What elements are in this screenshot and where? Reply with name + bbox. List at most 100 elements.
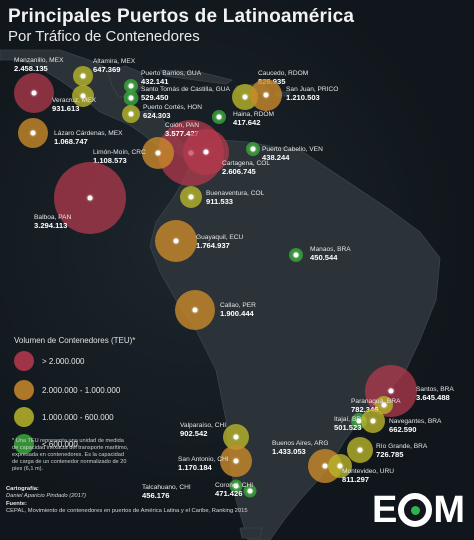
port-location-dot: [128, 111, 134, 117]
port-location-dot: [247, 488, 253, 494]
port-location-dot: [216, 114, 222, 120]
port-teu-value: 2.458.135: [14, 64, 48, 73]
port-name: Talcahuano, CHI: [142, 484, 191, 491]
port-location-dot: [80, 93, 86, 99]
port-location-dot: [337, 463, 343, 469]
port-label: Haina, RDOM 417.642: [233, 111, 274, 127]
port-label: San Juan, PRICO 1.210.503: [286, 86, 338, 102]
port-label: Limón-Moín, CRC 1.108.573: [93, 149, 146, 165]
port-location-dot: [370, 418, 376, 424]
port-location-dot: [31, 90, 37, 96]
legend-item-red: > 2.000.000: [14, 351, 84, 371]
port-teu-value: 1.108.573: [93, 156, 127, 165]
port-teu-value: 782.346: [351, 405, 379, 414]
port-name: Itajaí, BRA: [334, 416, 366, 423]
port-name: Puerto Cabello, VEN: [262, 146, 323, 153]
legend-swatch-yellow: [14, 407, 34, 427]
port-teu-value: 432.141: [141, 77, 169, 86]
port-label: Buenaventura, COL 911.533: [206, 190, 264, 206]
port-location-dot: [87, 195, 93, 201]
port-teu-value: 501.523: [334, 423, 362, 432]
port-location-dot: [203, 149, 209, 155]
port-label: Lázaro Cárdenas, MEX 1.068.747: [54, 130, 123, 146]
port-teu-value: 911.533: [206, 197, 234, 206]
port-label: Puerto Cabello, VEN 438.244: [262, 146, 323, 162]
port-location-dot: [188, 194, 194, 200]
port-name: Caucedo, RDOM: [258, 70, 309, 77]
port-teu-value: 3.577.427: [165, 129, 199, 138]
port-teu-value: 1.170.184: [178, 463, 212, 472]
port-location-dot: [356, 418, 362, 424]
port-name: Veracruz, MEX: [52, 97, 96, 104]
port-label: Puerto Cortés, HON 624.303: [143, 104, 202, 120]
port-location-dot: [322, 463, 328, 469]
port-label: Itajaí, BRA 501.523: [334, 416, 366, 432]
port-teu-value: 1.900.444: [220, 309, 254, 318]
port-label: Talcahuano, CHI 456.176: [142, 484, 191, 500]
cartography-label: Cartografía:: [6, 486, 39, 492]
port-label: Coronel, CHI 471.426: [215, 482, 253, 498]
port-location-dot: [263, 92, 269, 98]
port-teu-value: 931.613: [52, 104, 80, 113]
port-location-dot: [233, 458, 239, 464]
port-teu-value: 1.210.503: [286, 93, 320, 102]
port-teu-value: 647.369: [93, 65, 121, 74]
legend-label: < 600.000: [42, 439, 78, 449]
port-teu-value: 456.176: [142, 491, 170, 500]
source-label: Fuente:: [6, 500, 27, 507]
legend-label: 1.000.000 - 600.000: [42, 412, 114, 422]
port-teu-value: 902.542: [180, 429, 208, 438]
port-location-dot: [30, 130, 36, 136]
legend-label: > 2.000.000: [42, 356, 85, 366]
port-label: Guayaquil, ECU 1.764.937: [196, 234, 243, 250]
port-teu-value: 726.785: [376, 450, 404, 459]
cartography-value: Daniel Aparicio Pindado (2017): [6, 493, 87, 500]
port-location-dot: [242, 94, 248, 100]
port-name: Puerto Barrios, GUA: [141, 70, 202, 77]
port-teu-value: 624.303: [143, 111, 171, 120]
port-name: Colón, PAN: [165, 122, 199, 129]
port-label: San Antonio, CHI 1.170.184: [178, 456, 229, 472]
port-name: San Juan, PRICO: [286, 86, 339, 93]
logo-o-icon: [398, 493, 433, 527]
port-teu-value: 529.450: [141, 93, 169, 102]
logo-letter-m: M: [433, 489, 466, 531]
legend-swatch-red: [14, 351, 34, 371]
port-teu-value: 450.544: [310, 253, 338, 262]
teu-footnote: * Una TEU representa una unidad de medid…: [12, 438, 129, 472]
port-teu-value: 417.642: [233, 118, 261, 127]
port-label: Valparaíso, CHI 902.542: [180, 422, 226, 438]
port-name: San Antonio, CHI: [178, 456, 229, 463]
port-name: Manaos, BRA: [310, 246, 351, 253]
port-teu-value: 471.426: [215, 489, 243, 498]
port-name: Coronel, CHI: [215, 482, 254, 489]
port-name: Navegantes, BRA: [389, 418, 442, 425]
port-teu-value: 811.297: [342, 475, 370, 484]
port-label: Montevideo, URU 811.297: [342, 468, 394, 484]
port-location-dot: [293, 252, 299, 258]
port-location-dot: [192, 307, 198, 313]
eom-logo: E M: [372, 488, 466, 532]
port-name: Santos, BRA: [416, 386, 454, 393]
port-label: Callao, PER 1.900.444: [220, 302, 256, 318]
cuba-island: [159, 69, 233, 85]
port-label: Santos, BRA 3.645.488: [416, 386, 454, 402]
port-label: Manaos, BRA 450.544: [310, 246, 351, 262]
port-label: Santo Tomás de Castilla, GUA 529.450: [141, 86, 230, 102]
port-location-dot: [357, 447, 363, 453]
port-name: Limón-Moín, CRC: [93, 149, 146, 156]
port-name: Valparaíso, CHI: [180, 422, 227, 429]
port-teu-value: 3.294.113: [34, 221, 68, 230]
port-name: Lázaro Cárdenas, MEX: [54, 130, 123, 137]
port-name: Río Grande, BRA: [376, 443, 428, 450]
port-teu-value: 438.244: [262, 153, 290, 162]
port-location-dot: [155, 150, 161, 156]
port-teu-value: 1.068.747: [54, 137, 88, 146]
port-label: Veracruz, MEX 931.613: [52, 97, 96, 113]
port-name: Buenaventura, COL: [206, 190, 265, 197]
legend-item-yellow: 1.000.000 - 600.000: [14, 407, 114, 427]
port-label: Río Grande, BRA 726.785: [376, 443, 427, 459]
port-name: Manzanillo, MEX: [14, 57, 64, 64]
